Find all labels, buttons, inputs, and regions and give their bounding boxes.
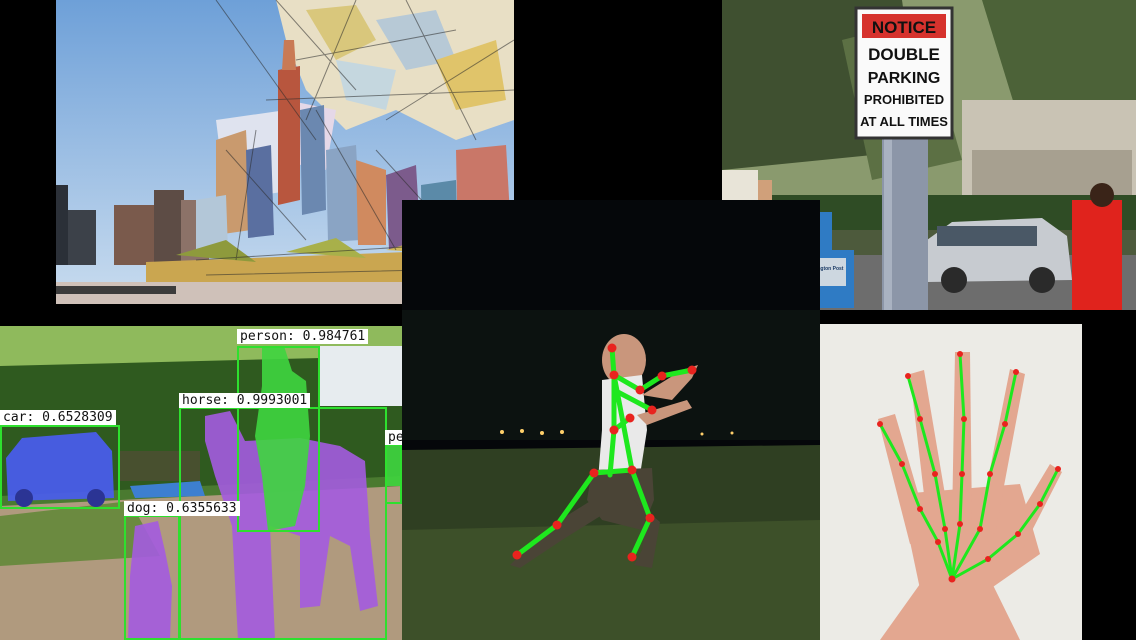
detection-label-car: car: 0.6528309 [0, 410, 116, 425]
object-detection-image: car: 0.6528309 person: 0.984761 horse: 0… [0, 326, 402, 640]
detection-label-dog: dog: 0.6355633 [124, 501, 240, 516]
detection-box-dog [124, 515, 180, 640]
sign-line-3: PROHIBITED [864, 92, 944, 107]
detection-label-person-partial: pe [385, 430, 402, 445]
sign-line-4: AT ALL TIMES [860, 114, 948, 129]
parking-sign-photo: NOTICE DOUBLE PARKING PROHIBITED AT ALL … [722, 0, 1136, 310]
detection-label-person: person: 0.984761 [237, 329, 369, 344]
detection-box-car [0, 425, 120, 509]
detection-box-person [237, 346, 320, 532]
body-pose-image [402, 200, 820, 640]
hand-pose-image [820, 324, 1082, 640]
detection-label-horse: horse: 0.9993001 [179, 393, 311, 408]
sign-line-1: DOUBLE [868, 45, 940, 64]
sign-header-text: NOTICE [872, 18, 936, 37]
sign-line-2: PARKING [868, 70, 941, 87]
detection-box-person-partial [385, 444, 402, 504]
detection-box-horse [179, 407, 387, 640]
